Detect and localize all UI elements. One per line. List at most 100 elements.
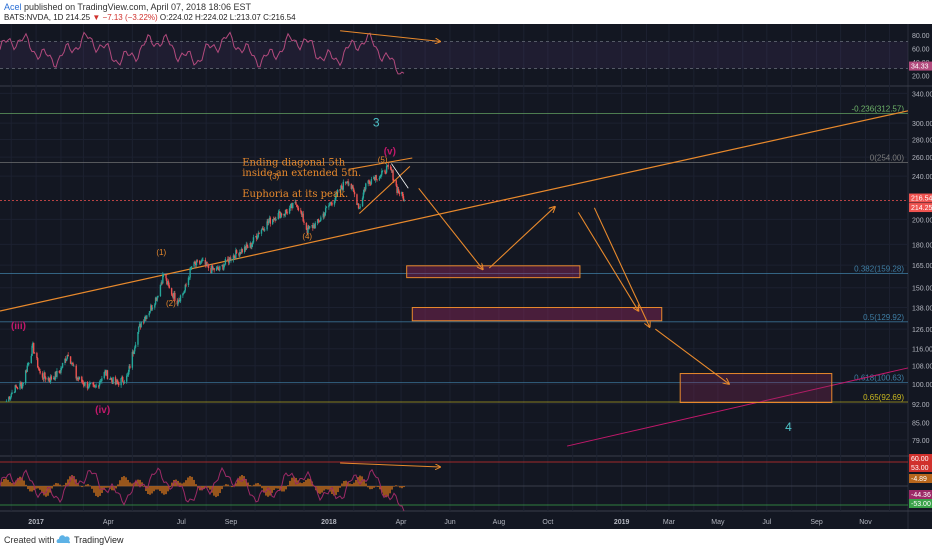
candle-body — [329, 202, 332, 205]
candle-body — [320, 217, 322, 221]
macd-bar — [395, 485, 397, 487]
candle-body — [218, 269, 220, 271]
price-chart[interactable]: 340.00 300.00 280.00 260.00 240.00 200.00 180.… — [0, 24, 932, 529]
macd-bar — [301, 483, 303, 487]
plot-background — [0, 24, 908, 529]
macd-bar — [147, 486, 149, 494]
price-tick-label: 100.00 — [912, 382, 932, 389]
footer: Created with TradingView — [0, 529, 932, 550]
macd-bar — [215, 486, 217, 498]
rsi-tick-label: 20.00 — [912, 73, 930, 80]
macd-bar — [329, 486, 331, 492]
candle-body — [160, 282, 162, 285]
macd-bar — [279, 486, 281, 491]
time-tick-label: Jul — [177, 519, 186, 526]
macd-bar — [167, 486, 169, 492]
candle-body — [27, 363, 29, 366]
candle-body — [73, 365, 75, 367]
candle-body — [11, 392, 13, 395]
macd-bar — [51, 486, 53, 489]
macd-bar — [259, 484, 261, 487]
macd-bar — [189, 476, 191, 487]
time-tick-label: Sep — [225, 519, 238, 526]
author-link[interactable]: Acel — [4, 2, 22, 12]
candle-body — [179, 295, 182, 302]
chart-area[interactable]: 340.00 300.00 280.00 260.00 240.00 200.00 180.… — [0, 24, 932, 529]
macd-bar — [161, 486, 163, 494]
candle-body — [330, 202, 332, 204]
candle-body — [391, 170, 393, 172]
candle-body — [247, 246, 249, 248]
candle-body — [173, 292, 175, 299]
candle-body — [22, 383, 24, 385]
candle-body — [199, 262, 202, 264]
candle-body — [49, 380, 51, 383]
macd-bar — [183, 482, 185, 487]
candle-body — [239, 252, 242, 254]
candle-body — [353, 188, 355, 192]
candle-body — [317, 219, 320, 221]
macd-bar — [381, 486, 383, 493]
candle-body — [36, 353, 38, 359]
candle-body — [251, 242, 254, 245]
macd-bar — [107, 486, 109, 488]
candle-body — [213, 268, 215, 271]
candle-body — [126, 375, 129, 377]
macd-value-label: 60.00 — [911, 456, 929, 463]
candle-body — [105, 370, 107, 376]
candle-body — [260, 229, 263, 234]
tradingview-brand[interactable]: TradingView — [74, 535, 124, 545]
candle-body — [307, 226, 309, 234]
macd-bar — [333, 486, 335, 496]
macd-label-bg — [909, 454, 932, 463]
candle-body — [66, 355, 69, 359]
macd-bar — [199, 486, 201, 491]
candle-body — [223, 266, 225, 270]
rsi-value-label: 34.33 — [911, 64, 929, 71]
wave-label-s3: (3) — [269, 172, 279, 181]
annotation-note: Ending diagonal 5th — [242, 157, 346, 168]
macd-bar — [275, 486, 277, 489]
macd-bar — [389, 486, 391, 494]
macd-bar — [351, 483, 353, 487]
candle-body — [277, 212, 280, 219]
candle-body — [140, 321, 142, 328]
macd-bar — [47, 486, 49, 496]
candle-body — [312, 225, 314, 229]
candle-body — [103, 372, 105, 379]
macd-value-label: 53.00 — [911, 465, 929, 472]
price-label: 216.54 — [911, 196, 932, 203]
macd-bar — [283, 486, 285, 492]
candle-body — [284, 209, 287, 215]
candle-body — [19, 383, 21, 389]
change-text: −7.13 (−3.22%) — [102, 13, 158, 22]
candle-body — [328, 205, 330, 208]
candle-body — [378, 177, 381, 180]
candle-body — [297, 207, 300, 211]
candle-body — [71, 362, 73, 364]
macd-bar — [117, 484, 119, 487]
candle-body — [392, 170, 394, 181]
candle-body — [14, 385, 16, 393]
candle-body — [395, 180, 397, 186]
candle-body — [182, 293, 184, 296]
candle-body — [161, 282, 163, 284]
macd-bar — [55, 483, 57, 487]
candle-body — [115, 380, 118, 385]
candle-body — [87, 387, 89, 389]
candle-body — [219, 266, 221, 270]
candle-body — [365, 183, 367, 190]
symbol: BATS:NVDA, 1D — [4, 13, 64, 22]
macd-bar — [305, 480, 307, 487]
candle-body — [288, 208, 291, 214]
macd-bar — [281, 486, 283, 492]
candle-body — [39, 370, 41, 374]
candle-body — [396, 185, 398, 193]
candle-body — [369, 181, 371, 184]
macd-label-bg — [909, 490, 932, 499]
candle-body — [8, 396, 10, 402]
macd-bar — [267, 486, 269, 497]
candle-body — [335, 192, 337, 198]
candle-body — [106, 370, 109, 380]
candle-body — [170, 288, 173, 295]
